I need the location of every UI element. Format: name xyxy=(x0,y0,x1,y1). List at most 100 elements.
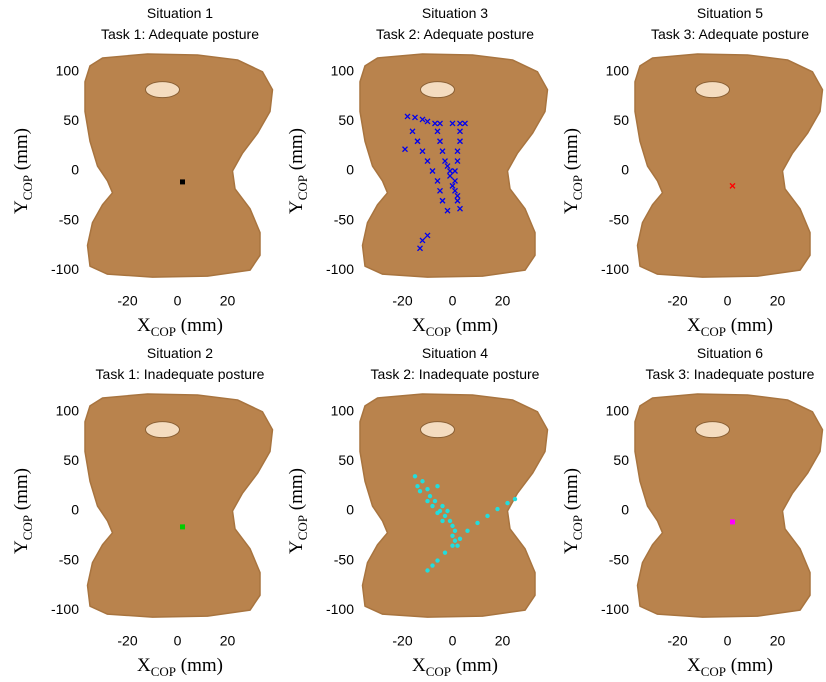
point xyxy=(419,116,426,123)
subtitle: Task 2: Adequate posture xyxy=(376,26,534,42)
point xyxy=(454,158,461,165)
x-tick-label: 20 xyxy=(220,633,236,649)
point xyxy=(412,114,418,121)
subtitle: Task 1: Adequate posture xyxy=(101,26,259,42)
x-axis-label: XCOP (mm) xyxy=(412,655,498,679)
insole xyxy=(84,393,274,618)
x-axis-label-main: X xyxy=(412,315,426,336)
y-tick-label: 50 xyxy=(63,452,79,468)
point xyxy=(449,120,456,127)
point xyxy=(432,498,438,504)
subtitle: Task 1: Inadequate posture xyxy=(96,366,265,382)
point xyxy=(437,187,443,194)
x-axis-label: XCOP (mm) xyxy=(412,315,498,339)
point xyxy=(447,172,453,179)
x-axis-label-main: X xyxy=(687,315,701,336)
point xyxy=(449,182,456,189)
y-axis-label-unit: (mm) xyxy=(11,468,32,515)
point xyxy=(457,120,463,127)
y-axis-label-sub: COP xyxy=(295,515,310,540)
x-tick-label: 20 xyxy=(770,633,786,649)
x-axis-label: XCOP (mm) xyxy=(137,315,223,339)
point xyxy=(450,543,455,548)
y-tick-label: 0 xyxy=(71,162,79,178)
x-tick-label: 20 xyxy=(770,293,786,309)
y-axis-label-unit: (mm) xyxy=(286,128,307,175)
y-tick-label: -50 xyxy=(334,551,354,567)
y-tick-label: 50 xyxy=(63,112,79,128)
y-tick-label: -50 xyxy=(59,211,79,227)
y-axis-label-unit: (mm) xyxy=(561,468,582,515)
point xyxy=(447,168,453,174)
subplot: Situation 5 Task 3: Adequate posture 100 50… xyxy=(561,5,824,339)
insole-hole xyxy=(695,81,730,99)
point xyxy=(425,486,430,492)
point xyxy=(505,500,510,506)
point xyxy=(434,128,441,135)
subtitle: Task 2: Inadequate posture xyxy=(371,366,540,382)
point xyxy=(452,168,458,174)
x-axis-label-sub: COP xyxy=(426,324,451,339)
point xyxy=(439,148,446,155)
y-tick-label: -50 xyxy=(334,211,354,227)
y-tick-label: 0 xyxy=(71,502,79,518)
x-axis-label-sub: COP xyxy=(426,664,451,679)
x-tick-label: 20 xyxy=(220,293,236,309)
point xyxy=(454,197,461,204)
point xyxy=(457,536,463,541)
point xyxy=(180,179,185,185)
insole-hole xyxy=(695,421,730,439)
point xyxy=(462,120,468,127)
x-axis-label-sub: COP xyxy=(151,664,176,679)
point xyxy=(404,113,411,120)
point xyxy=(432,120,438,127)
point xyxy=(452,538,458,543)
x-tick-label: 0 xyxy=(174,293,182,309)
title: Situation 2 xyxy=(147,345,213,361)
y-axis-label-unit: (mm) xyxy=(286,468,307,515)
title: Situation 4 xyxy=(422,345,488,361)
point xyxy=(440,518,445,524)
point xyxy=(450,523,455,529)
insole xyxy=(359,53,549,278)
x-tick-label: 0 xyxy=(449,293,457,309)
point xyxy=(412,474,418,479)
y-tick-label: 50 xyxy=(338,452,354,468)
y-axis-label-main: Y xyxy=(286,540,307,554)
x-tick-label: 0 xyxy=(724,293,732,309)
point xyxy=(512,496,518,502)
point xyxy=(180,524,185,530)
y-tick-label: 50 xyxy=(613,112,629,128)
y-tick-label: 100 xyxy=(331,63,355,79)
y-tick-label: -100 xyxy=(51,601,79,617)
y-tick-label: 0 xyxy=(621,502,629,518)
subplot: Situation 4 Task 2: Inadequate posture 100… xyxy=(286,345,549,679)
x-tick-label: -20 xyxy=(117,293,137,309)
point xyxy=(425,498,430,504)
subplot: Situation 1 Task 1: Adequate posture 100 50… xyxy=(11,5,274,339)
insole xyxy=(84,53,274,278)
point xyxy=(435,484,440,489)
point xyxy=(457,128,463,135)
y-tick-label: 100 xyxy=(606,403,630,419)
point xyxy=(424,158,431,165)
point xyxy=(420,479,425,484)
point xyxy=(444,163,451,170)
y-axis-label-main: Y xyxy=(286,200,307,214)
insole-hole xyxy=(420,421,455,439)
point xyxy=(447,518,453,524)
x-tick-label: 0 xyxy=(174,633,182,649)
x-axis-label-unit: (mm) xyxy=(451,315,498,336)
y-axis-label-unit: (mm) xyxy=(11,128,32,175)
y-axis-label: YCOP (mm) xyxy=(286,128,310,214)
x-axis-label-main: X xyxy=(137,315,151,336)
point xyxy=(429,168,436,174)
y-tick-label: -100 xyxy=(51,261,79,277)
insole-hole xyxy=(420,81,455,99)
point xyxy=(452,187,458,194)
point xyxy=(442,513,448,519)
x-tick-label: -20 xyxy=(392,293,412,309)
y-tick-label: 0 xyxy=(621,162,629,178)
y-tick-label: -100 xyxy=(326,601,354,617)
point xyxy=(442,158,448,165)
